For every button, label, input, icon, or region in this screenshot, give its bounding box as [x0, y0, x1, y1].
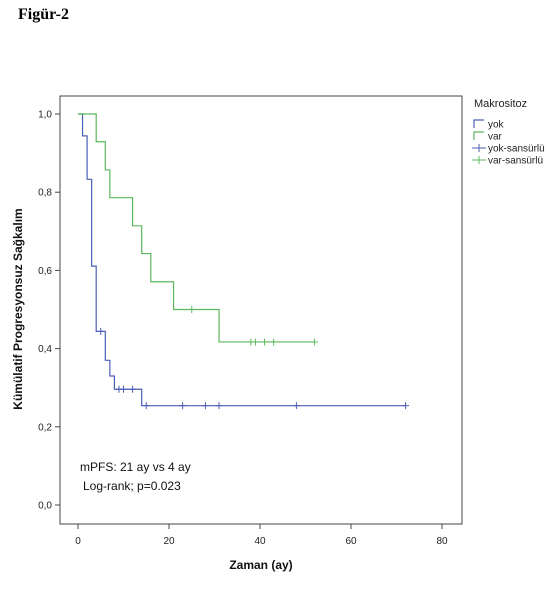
censor-mark-yok: [129, 385, 137, 393]
x-tick-label: 60: [345, 536, 357, 547]
censor-mark-var: [251, 338, 259, 346]
censor-mark-yok: [179, 402, 187, 410]
y-axis-label: Kümülatif Progresyonsuz Sağkalım: [11, 208, 25, 409]
legend-entry-var-sansürlü: var-sansürlü: [488, 156, 543, 167]
censor-mark-yok: [292, 402, 300, 410]
legend-entry-var: var: [488, 132, 503, 143]
annotation-mpfs: mPFS: 21 ay vs 4 ay: [80, 460, 191, 474]
y-tick-label: 0,0: [38, 501, 52, 512]
x-tick-label: 0: [75, 536, 81, 547]
y-tick-label: 0,2: [38, 422, 52, 433]
plot-area: [59, 95, 463, 525]
legend-swatch-yok-sansürlü: [472, 144, 486, 152]
legend-title: Makrositoz: [474, 98, 527, 110]
series-layer: [78, 113, 410, 410]
legend-entry-yok: yok: [488, 120, 505, 131]
x-axis-label: Zaman (ay): [229, 558, 292, 572]
censor-mark-yok: [215, 402, 223, 410]
censor-mark-yok: [201, 402, 209, 410]
annotation-logrank: Log-rank; p=0.023: [83, 479, 181, 493]
censor-mark-yok: [97, 327, 105, 335]
y-tick-label: 0,8: [38, 188, 52, 199]
y-tick-label: 0,4: [38, 344, 52, 355]
censor-mark-yok: [142, 402, 150, 410]
y-tick-label: 0,6: [38, 266, 52, 277]
km-curve-var: [78, 113, 315, 343]
legend-swatch-yok: [473, 119, 484, 128]
censor-mark-yok: [402, 402, 410, 410]
y-tick-label: 1,0: [38, 110, 52, 121]
censor-mark-var: [270, 338, 278, 346]
figure-label: Figür-2: [18, 6, 69, 23]
censor-mark-var: [261, 338, 269, 346]
x-tick-label: 80: [436, 536, 448, 547]
censor-mark-yok: [120, 385, 127, 393]
censor-mark-var: [188, 306, 196, 313]
legend-entry-yok-sansürlü: yok-sansürlü: [488, 144, 545, 155]
x-tick-label: 40: [254, 536, 266, 547]
censor-mark-var: [311, 338, 319, 346]
legend-swatch-var: [473, 131, 484, 140]
legend-swatch-var-sansürlü: [472, 156, 486, 164]
legend: Makrositoz yokvaryok-sansürlüvar-sansürl…: [472, 98, 545, 167]
axes: 0 20 40 60 80 0,0 0,2 0,4 0,6 0,8 1,0: [38, 110, 448, 548]
annotations: mPFS: 21 ay vs 4 ay Log-rank; p=0.023: [80, 460, 191, 493]
x-tick-label: 20: [163, 536, 175, 547]
